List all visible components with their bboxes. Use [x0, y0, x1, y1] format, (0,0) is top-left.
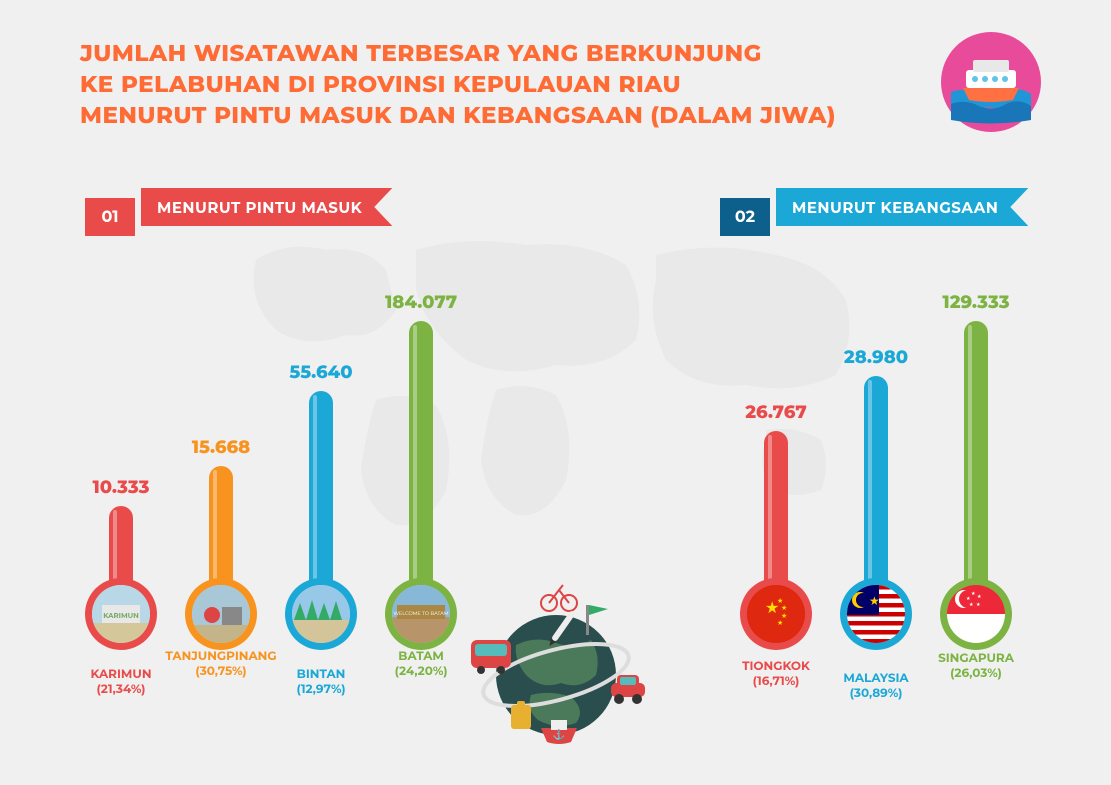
bar-circle: ★★★★★	[740, 578, 812, 650]
svg-text:KARIMUN: KARIMUN	[103, 611, 139, 620]
bar-value: 55.640	[289, 361, 352, 383]
bar-bintan: 55.640 BINTAN (12,97%)	[285, 361, 357, 650]
bar-singapura: 129.333 ★★★★★ SINGAPURA (26,03%)	[940, 291, 1012, 650]
port-image-tanjungpinang	[192, 585, 250, 643]
section-1-number: 01	[85, 198, 135, 236]
bar-label: BATAM (24,20%)	[395, 649, 448, 680]
bar-value: 129.333	[942, 291, 1009, 313]
bar-batam: 184.077 WELCOME TO BATAM BATAM (24,20%)	[385, 291, 457, 650]
section-1-header: 01 MENURUT PINTU MASUK	[85, 198, 392, 236]
flag-china-icon: ★★★★★	[747, 585, 805, 643]
bar-shape	[764, 431, 788, 586]
bar-shape	[409, 321, 433, 586]
port-image-batam: WELCOME TO BATAM	[392, 585, 450, 643]
bar-value: 28.980	[844, 346, 908, 368]
bar-tiongkok: 26.767 ★★★★★ TIONGKOK (16,71%)	[740, 401, 812, 650]
bars-group-nationality: 26.767 ★★★★★ TIONGKOK (16,71%) 28.980 ★ …	[740, 291, 1012, 650]
bar-label: SINGAPURA (26,03%)	[938, 651, 1014, 682]
bar-value: 26.767	[745, 401, 806, 423]
section-2-header: 02 MENURUT KEBANGSAAN	[720, 198, 1028, 236]
bar-circle: KARIMUN	[85, 578, 157, 650]
flag-singapore-icon: ★★★★★	[947, 585, 1005, 643]
bar-label: TIONGKOK (16,71%)	[742, 659, 810, 690]
bar-shape	[209, 466, 233, 586]
bar-shape	[309, 391, 333, 586]
svg-text:★: ★	[977, 594, 982, 600]
svg-text:★: ★	[777, 618, 783, 627]
bar-tanjungpinang: 15.668 TANJUNGPINANG (30,75%)	[185, 436, 257, 650]
flag-malaysia-icon: ★	[847, 585, 905, 643]
title-line-3: MENURUT PINTU MASUK DAN KEBANGSAAN (DALA…	[80, 100, 840, 131]
ship-badge-icon	[941, 32, 1041, 132]
page-title: JUMLAH WISATAWAN TERBESAR YANG BERKUNJUN…	[80, 38, 840, 131]
bar-value: 10.333	[92, 476, 149, 498]
bar-malaysia: 28.980 ★ MALAYSIA (30,89%)	[840, 346, 912, 650]
section-1-ribbon: MENURUT PINTU MASUK	[141, 188, 392, 226]
port-image-karimun: KARIMUN	[92, 585, 150, 643]
bar-circle: WELCOME TO BATAM	[385, 578, 457, 650]
svg-text:★: ★	[976, 602, 981, 608]
bar-value: 15.668	[192, 436, 250, 458]
bar-label: TANJUNGPINANG (30,75%)	[165, 649, 276, 680]
bar-shape	[964, 321, 988, 586]
bar-circle: ★	[840, 578, 912, 650]
section-2-number: 02	[720, 198, 770, 236]
bar-circle: ★★★★★	[940, 578, 1012, 650]
svg-text:WELCOME TO BATAM: WELCOME TO BATAM	[393, 611, 448, 617]
svg-text:★: ★	[971, 591, 976, 597]
svg-text:⚓: ⚓	[552, 728, 564, 741]
svg-text:★: ★	[869, 594, 880, 609]
section-2-ribbon: MENURUT KEBANGSAAN	[776, 188, 1028, 226]
title-line-1: JUMLAH WISATAWAN TERBESAR YANG BERKUNJUN…	[80, 38, 840, 69]
svg-text:★: ★	[969, 602, 974, 608]
bar-shape	[109, 506, 133, 586]
globe-travel-icon: ⚓	[456, 555, 656, 755]
title-line-2: KE PELABUHAN DI PROVINSI KEPULAUAN RIAU	[80, 69, 840, 100]
bar-karimun: 10.333 KARIMUN KARIMUN (21,34%)	[85, 476, 157, 650]
bar-circle	[285, 578, 357, 650]
bar-label: MALAYSIA (30,89%)	[843, 671, 908, 702]
bars-group-entry-points: 10.333 KARIMUN KARIMUN (21,34%) 15.668 T…	[85, 291, 457, 650]
bar-circle	[185, 578, 257, 650]
bar-label: KARIMUN (21,34%)	[90, 667, 151, 698]
bar-shape	[864, 376, 888, 586]
port-image-bintan	[292, 585, 350, 643]
bar-value: 184.077	[385, 291, 457, 313]
bar-label: BINTAN (12,97%)	[296, 667, 345, 698]
